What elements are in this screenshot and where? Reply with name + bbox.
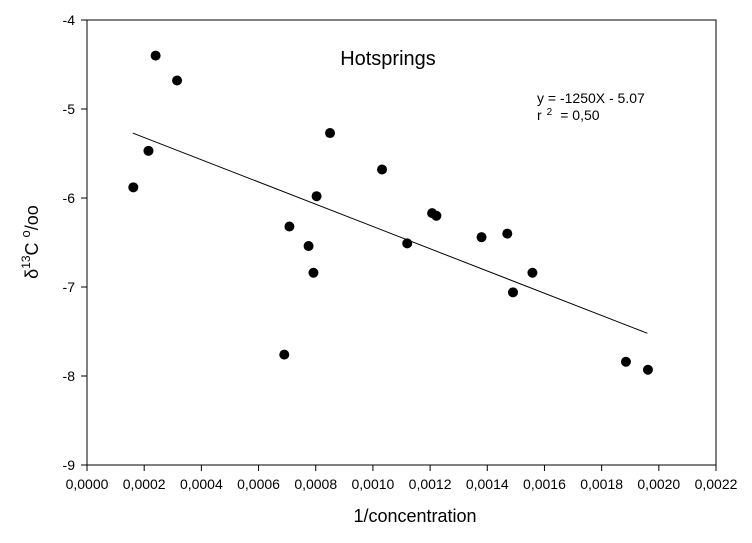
plot-border [86, 19, 717, 466]
y-label-carbon: C [22, 237, 42, 255]
x-axis-ticks: 0,0000 0,0002 0,0004 0,0006 0,0008 0,0010 0,00… [66, 465, 738, 492]
data-point [431, 210, 442, 221]
data-point [311, 191, 322, 202]
data-points [128, 50, 653, 375]
r-squared-value: = 0,50 [560, 107, 600, 123]
x-tick-label: 0,0008 [294, 476, 337, 492]
data-point [476, 232, 487, 243]
y-tick-label: -6 [63, 190, 76, 206]
data-point [303, 241, 314, 252]
y-axis-label: δ13C o/oo [18, 205, 42, 279]
data-point [508, 287, 519, 298]
y-tick-label: -7 [63, 279, 76, 295]
x-tick-label: 0,0014 [466, 476, 509, 492]
regression-line-group [132, 132, 648, 334]
x-tick-label: 0,0018 [580, 476, 623, 492]
regression-line [132, 132, 648, 334]
data-point [128, 182, 139, 193]
data-point [377, 164, 388, 175]
y-tick-label: -4 [63, 12, 76, 28]
r-squared-superscript: 2 [547, 107, 553, 118]
y-axis-ticks: -9 -8 -7 -6 -5 -4 [63, 12, 87, 473]
y-tick-label: -8 [63, 368, 76, 384]
chart-title: Hotsprings [340, 48, 436, 70]
x-tick-label: 0,0004 [180, 476, 223, 492]
r-squared-label: r 2 = 0,50 [537, 107, 600, 123]
data-point [284, 221, 295, 232]
x-tick-label: 0,0000 [66, 476, 109, 492]
data-point [527, 267, 538, 278]
x-axis-label: 1/concentration [353, 506, 476, 526]
data-point [279, 349, 290, 360]
y-tick-label: -9 [63, 457, 76, 473]
y-tick-label: -5 [63, 101, 76, 117]
x-tick-label: 0,0020 [637, 476, 680, 492]
data-point [502, 228, 513, 239]
x-tick-label: 0,0012 [409, 476, 452, 492]
y-label-suffix: /oo [22, 205, 42, 230]
x-tick-label: 0,0010 [351, 476, 394, 492]
data-point [172, 75, 183, 86]
r-squared-r: r [537, 107, 542, 123]
x-tick-label: 0,0022 [695, 476, 738, 492]
x-tick-label: 0,0016 [523, 476, 566, 492]
plot-frame [86, 19, 717, 466]
data-point [150, 50, 161, 61]
y-label-superscript-o: o [18, 230, 33, 237]
x-tick-label: 0,0002 [123, 476, 166, 492]
data-point [143, 145, 154, 156]
data-point [642, 364, 653, 375]
regression-equation: y = -1250X - 5.07 [537, 90, 645, 106]
y-label-superscript: 13 [19, 255, 33, 269]
y-label-delta: δ [22, 269, 42, 279]
data-point [325, 128, 336, 139]
data-point [308, 267, 319, 278]
x-tick-label: 0,0006 [237, 476, 280, 492]
data-point [620, 356, 631, 367]
data-point [402, 238, 413, 249]
